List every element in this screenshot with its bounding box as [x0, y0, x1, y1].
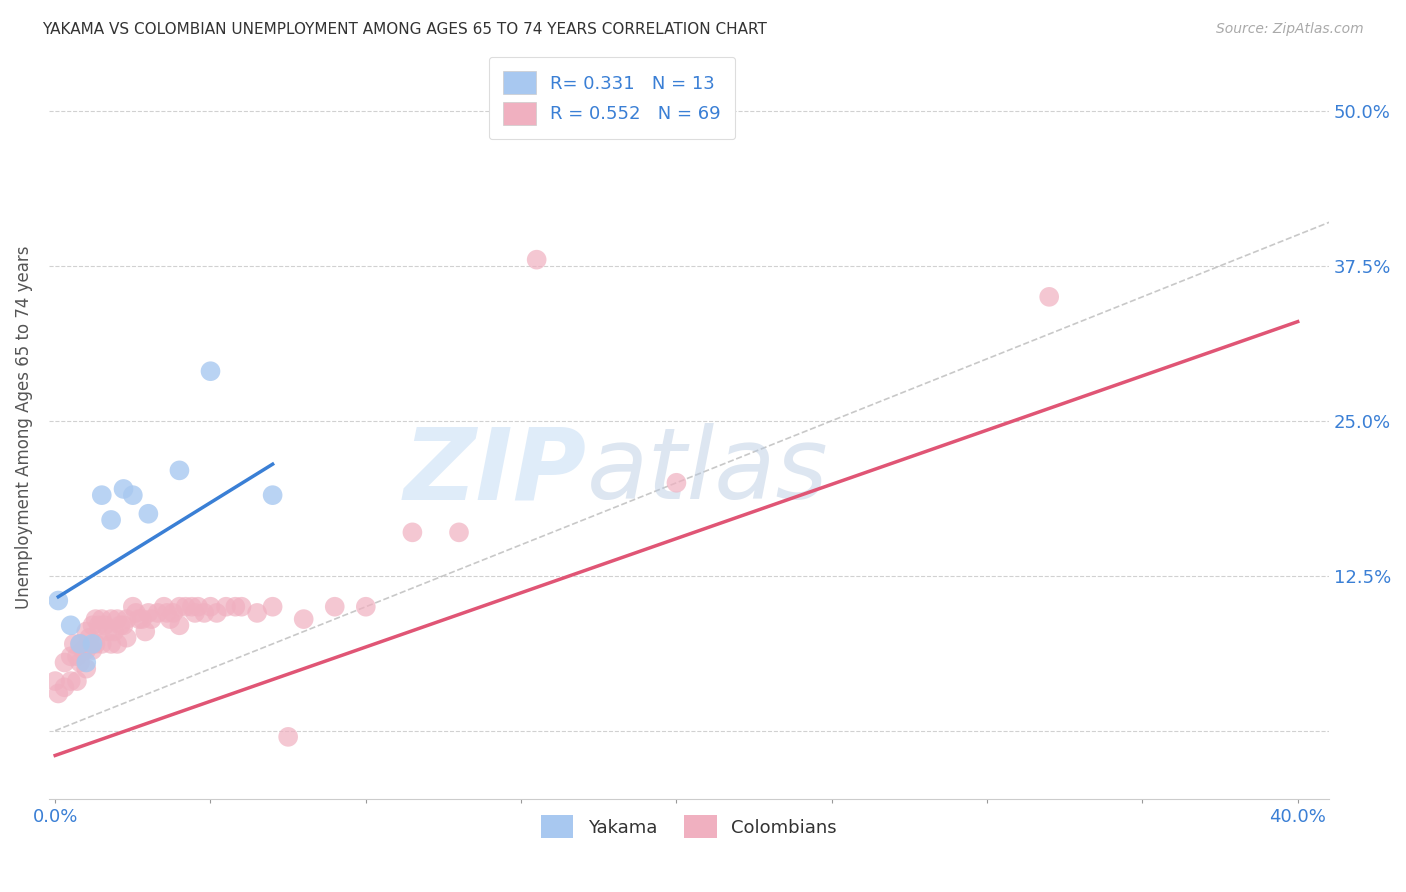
Legend: Yakama, Colombians: Yakama, Colombians [534, 808, 844, 846]
Point [262, 599, 284, 614]
Point [193, 606, 215, 620]
Point [156, 606, 179, 620]
Text: YAKAMA VS COLOMBIAN UNEMPLOYMENT AMONG AGES 65 TO 74 YEARS CORRELATION CHART: YAKAMA VS COLOMBIAN UNEMPLOYMENT AMONG A… [42, 22, 768, 37]
Point [215, 599, 238, 614]
Point [138, 507, 160, 521]
Point [231, 599, 253, 614]
Point [46, 686, 69, 700]
Point [100, 612, 122, 626]
Point [53, 656, 76, 670]
Point [72, 643, 94, 657]
Point [1038, 290, 1060, 304]
Point [115, 631, 138, 645]
Point [526, 252, 548, 267]
Point [75, 656, 97, 670]
Point [665, 475, 688, 490]
Point [447, 525, 470, 540]
Point [46, 593, 69, 607]
Point [262, 488, 284, 502]
Point [125, 606, 148, 620]
Point [162, 606, 184, 620]
Text: Source: ZipAtlas.com: Source: ZipAtlas.com [1216, 22, 1364, 37]
Point [100, 637, 122, 651]
Point [69, 637, 91, 651]
Point [146, 606, 169, 620]
Point [59, 674, 82, 689]
Point [112, 618, 135, 632]
Point [159, 612, 181, 626]
Point [87, 618, 110, 632]
Point [200, 364, 222, 378]
Point [105, 637, 128, 651]
Text: atlas: atlas [586, 423, 828, 520]
Point [75, 643, 97, 657]
Point [59, 618, 82, 632]
Point [59, 649, 82, 664]
Point [82, 618, 104, 632]
Point [141, 612, 163, 626]
Point [138, 606, 160, 620]
Point [246, 606, 269, 620]
Point [184, 606, 207, 620]
Point [153, 599, 176, 614]
Point [69, 656, 91, 670]
Point [134, 624, 156, 639]
Point [110, 618, 132, 632]
Point [277, 730, 299, 744]
Point [224, 599, 246, 614]
Point [103, 624, 125, 639]
Point [200, 599, 222, 614]
Point [97, 624, 120, 639]
Point [187, 599, 209, 614]
Point [75, 662, 97, 676]
Text: ZIP: ZIP [404, 423, 586, 520]
Point [121, 488, 143, 502]
Point [79, 631, 101, 645]
Point [180, 599, 202, 614]
Point [82, 637, 104, 651]
Point [69, 637, 91, 651]
Point [128, 612, 150, 626]
Point [90, 612, 112, 626]
Point [82, 643, 104, 657]
Point [169, 599, 191, 614]
Point [112, 482, 135, 496]
Point [105, 612, 128, 626]
Point [100, 513, 122, 527]
Point [44, 674, 66, 689]
Point [174, 599, 197, 614]
Point [131, 612, 153, 626]
Point [121, 599, 143, 614]
Point [115, 612, 138, 626]
Point [90, 637, 112, 651]
Point [94, 618, 117, 632]
Point [169, 618, 191, 632]
Point [84, 612, 107, 626]
Point [53, 680, 76, 694]
Point [323, 599, 346, 614]
Point [75, 624, 97, 639]
Point [292, 612, 315, 626]
Y-axis label: Unemployment Among Ages 65 to 74 years: Unemployment Among Ages 65 to 74 years [15, 245, 32, 608]
Point [90, 488, 112, 502]
Point [401, 525, 423, 540]
Point [84, 637, 107, 651]
Point [63, 637, 86, 651]
Point [205, 606, 228, 620]
Point [354, 599, 377, 614]
Point [169, 463, 191, 477]
Point [66, 649, 89, 664]
Point [66, 674, 89, 689]
